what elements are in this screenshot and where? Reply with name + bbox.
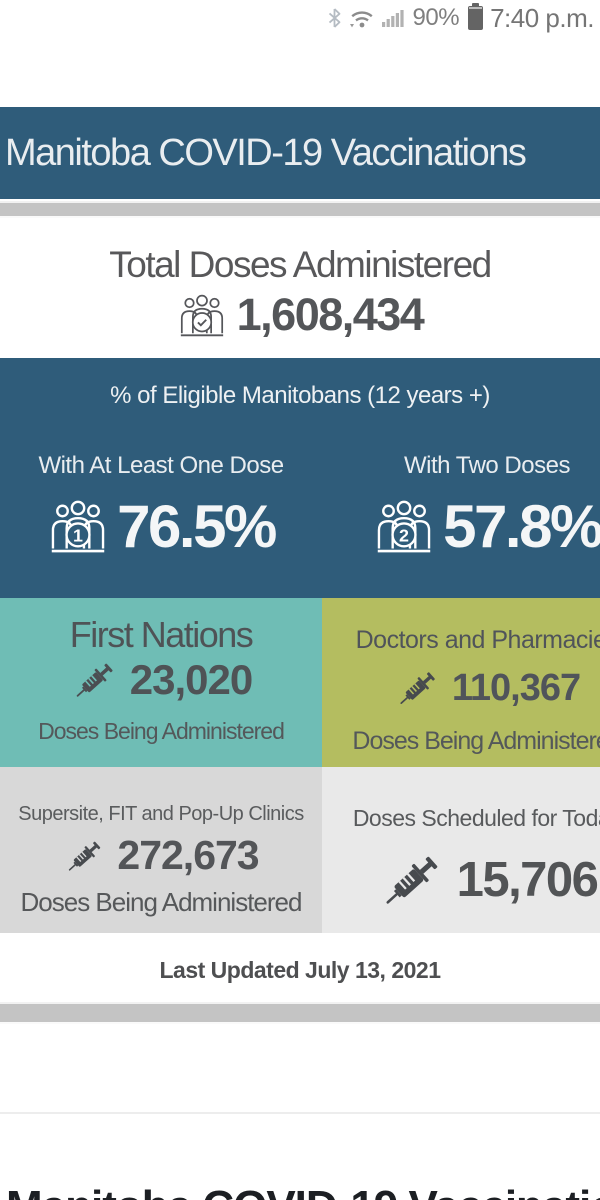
- horizontal-scrollbar-top[interactable]: [0, 201, 600, 218]
- total-doses-value: 1,608,434: [236, 289, 425, 340]
- syringe-icon: [400, 672, 435, 704]
- one-dose-label: With At Least One Dose: [38, 452, 284, 479]
- scheduled-today-value: 15,706: [456, 853, 599, 907]
- syringe-icon: [69, 841, 101, 871]
- section-divider: [0, 1112, 600, 1114]
- status-bar: 90% 7:40 p.m.: [0, 0, 600, 36]
- wifi-icon: [349, 10, 373, 27]
- clock-time: 7:40 p.m.: [490, 2, 594, 33]
- people-dose-2-icon: 2: [377, 500, 431, 553]
- supersite-caption: Doses Being Administered: [20, 887, 303, 917]
- eligible-section: % of Eligible Manitobans (12 years +) Wi…: [0, 358, 600, 598]
- page-header: Manitoba COVID-19 Vaccinations: [0, 107, 600, 199]
- eligible-title: % of Eligible Manitobans (12 years +): [110, 382, 490, 409]
- page-title: Manitoba COVID-19 Vaccinations: [5, 131, 527, 174]
- one-dose-column: With At Least One Dose 1 76.5%: [0, 452, 322, 561]
- doctors-pharmacies-caption: Doses Being Administered: [352, 727, 600, 755]
- bluetooth-icon: [328, 8, 340, 28]
- cell-signal-icon: [381, 10, 404, 27]
- people-dose-1-icon: 1: [51, 500, 105, 553]
- scheduled-today-title: Doses Scheduled for Today: [352, 805, 600, 831]
- next-section-heading: Manitoba COVID-19 Vaccinations: [0, 1182, 600, 1200]
- battery-percent: 90%: [412, 4, 460, 31]
- two-dose-value: 57.8%: [443, 493, 600, 560]
- total-doses-label: Total Doses Administered: [109, 244, 492, 285]
- svg-text:2: 2: [399, 525, 409, 545]
- supersite-value: 272,673: [117, 832, 259, 878]
- scheduled-today-panel: Doses Scheduled for Today 15,706: [322, 767, 600, 933]
- syringe-icon: [386, 856, 437, 904]
- first-nations-title: First Nations: [69, 614, 254, 655]
- doctors-pharmacies-title: Doctors and Pharmacies: [355, 626, 600, 654]
- one-dose-value: 76.5%: [117, 493, 277, 560]
- doctors-pharmacies-value: 110,367: [451, 666, 581, 709]
- first-nations-panel: First Nations 23,020 Doses Being Adminis…: [0, 598, 322, 767]
- total-doses-section: Total Doses Administered 1,608,434: [0, 218, 600, 358]
- two-dose-label: With Two Doses: [404, 452, 570, 479]
- supersite-panel: Supersite, FIT and Pop-Up Clinics 272,67…: [0, 767, 322, 933]
- first-nations-value: 23,020: [129, 656, 253, 703]
- first-nations-caption: Doses Being Administered: [38, 718, 285, 744]
- horizontal-scrollbar-bottom[interactable]: [0, 1002, 600, 1024]
- supersite-title: Supersite, FIT and Pop-Up Clinics: [18, 803, 304, 825]
- people-clock-icon: [180, 294, 223, 336]
- two-dose-column: With Two Doses 2 57.8%: [322, 452, 600, 561]
- doctors-pharmacies-panel: Doctors and Pharmacies 110,367 Doses Bei…: [322, 598, 600, 767]
- last-updated-label: Last Updated July 13, 2021: [159, 957, 441, 983]
- svg-text:1: 1: [73, 525, 83, 545]
- syringe-icon: [76, 663, 113, 697]
- battery-icon: [468, 3, 484, 30]
